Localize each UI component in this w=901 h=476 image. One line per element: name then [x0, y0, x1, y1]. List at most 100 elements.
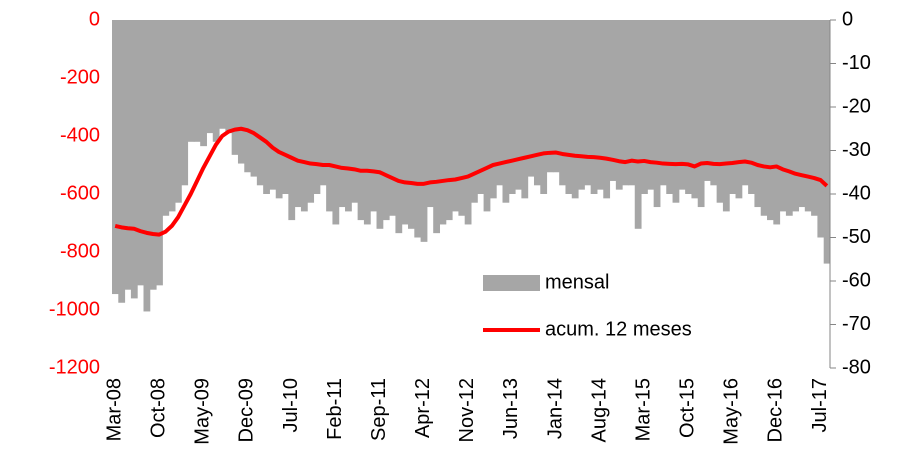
bar	[458, 20, 466, 216]
bar	[288, 20, 296, 221]
bar	[647, 20, 655, 190]
bar	[609, 20, 617, 181]
y-tick-label: -1000	[49, 298, 100, 320]
y-tick-label: -400	[60, 124, 100, 146]
bar	[282, 20, 289, 194]
bar	[345, 20, 352, 212]
y2-tick-label: -40	[842, 182, 871, 204]
bar	[351, 20, 359, 203]
x-tick-label: Dec-16	[765, 378, 787, 442]
bar	[792, 20, 800, 212]
bar	[584, 20, 592, 186]
bar	[685, 20, 692, 194]
bar	[263, 20, 270, 194]
bar	[741, 20, 749, 186]
bar	[527, 20, 535, 177]
bar	[622, 20, 629, 186]
bar	[124, 20, 132, 290]
bar	[653, 20, 661, 208]
line	[114, 126, 829, 237]
bar	[401, 20, 409, 225]
bar	[521, 20, 529, 199]
x-tick-label: Dec-09	[236, 378, 258, 442]
bar	[483, 20, 491, 212]
y2-tick-label: -50	[842, 226, 871, 248]
bar	[716, 20, 724, 203]
bar	[767, 20, 774, 221]
bar	[326, 20, 333, 212]
y2-tick-label: -30	[842, 139, 871, 161]
bar	[641, 20, 648, 194]
bar	[729, 20, 737, 194]
bar	[596, 20, 604, 190]
x-tick-label: Apr-12	[412, 378, 434, 438]
bar	[590, 20, 598, 194]
x-tick-label: Nov-12	[456, 378, 478, 442]
bar	[760, 20, 768, 216]
bar	[615, 20, 623, 190]
bar	[496, 20, 503, 186]
x-tick-label: Jan-14	[544, 378, 566, 439]
bar	[237, 20, 245, 164]
bar	[206, 20, 214, 134]
x-tick-label: Mar-15	[632, 378, 654, 441]
bar	[533, 20, 541, 186]
bar	[275, 20, 283, 199]
bar	[704, 20, 711, 181]
bar	[804, 20, 812, 212]
bar	[414, 20, 422, 238]
bar	[181, 20, 189, 186]
bar	[219, 20, 226, 129]
bar	[697, 20, 705, 208]
bar	[559, 20, 566, 186]
y-tick-label: -1200	[49, 356, 100, 378]
bar	[666, 20, 674, 194]
bar	[748, 20, 755, 194]
bar	[370, 20, 378, 212]
bar	[565, 20, 573, 194]
bar	[578, 20, 585, 190]
bar	[779, 20, 787, 212]
bar	[603, 20, 611, 199]
bar	[508, 20, 516, 194]
bar	[357, 20, 365, 221]
bar	[464, 20, 472, 225]
bar	[143, 20, 151, 312]
bar	[376, 20, 384, 229]
bar	[540, 20, 548, 194]
bar	[193, 20, 201, 142]
bar	[823, 20, 831, 264]
bar	[471, 20, 478, 203]
y-tick-label: 0	[89, 8, 100, 30]
bar	[628, 20, 636, 186]
bar	[156, 20, 163, 286]
bar	[250, 20, 258, 177]
bar	[174, 20, 182, 203]
legend-swatch	[483, 275, 540, 291]
y-tick-label: -200	[60, 66, 100, 88]
bar	[477, 20, 485, 194]
legend-label: acum. 12 meses	[545, 318, 692, 340]
x-tick-label: Jun-13	[500, 378, 522, 439]
bar	[502, 20, 510, 203]
y2-tick-label: -10	[842, 52, 871, 74]
bar	[678, 20, 686, 190]
bar	[212, 20, 220, 142]
x-tick-label: Mar-08	[103, 378, 125, 441]
bar	[408, 20, 415, 229]
bar	[269, 20, 277, 190]
bar	[294, 20, 302, 208]
bar	[634, 20, 642, 229]
bar	[420, 20, 428, 242]
bar	[118, 20, 126, 303]
bar	[200, 20, 207, 147]
y2-tick-label: 0	[842, 8, 853, 30]
x-tick-label: Feb-11	[324, 378, 346, 440]
x-tick-label: May-16	[721, 378, 743, 445]
bar	[433, 20, 441, 234]
y-tick-label: -800	[60, 240, 100, 262]
bar	[319, 20, 327, 186]
bar	[798, 20, 806, 208]
bar	[300, 20, 308, 212]
